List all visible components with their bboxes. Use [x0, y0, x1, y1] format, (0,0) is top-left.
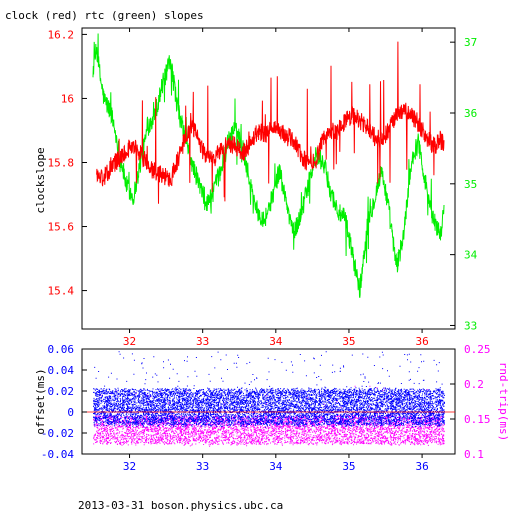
bottom-axes-layer: 32 33 34 35 36 -0.04 -0.02 0 0.02 0.04 0.06 0.1 0.15…: [41, 343, 491, 473]
offset-tick-label: -0.02: [41, 427, 74, 440]
rnd-trip-tick-label: 0.2: [464, 378, 484, 391]
top-x-tick-label: 33: [196, 335, 209, 348]
rtc-tick-label: 34: [464, 249, 478, 262]
clockslope-tick-label: 15.8: [48, 156, 75, 169]
offset-tick-label: 0.06: [48, 343, 75, 356]
top-y-axis-label: clockslope: [34, 147, 47, 213]
top-series-layer: [92, 33, 445, 298]
rtc-tick-label: 33: [464, 319, 477, 332]
bottom-x-tick-label: 33: [196, 460, 209, 473]
chart-title: clock (red) rtc (green) slopes: [5, 9, 204, 22]
bottom-chart: 32 33 34 35 36 -0.04 -0.02 0 0.02 0.04 0.06 0.1 0.15…: [34, 343, 510, 473]
offset-tick-label: 0.04: [48, 364, 75, 377]
top-chart: 32 33 34 35 36 15.4 15.6 15.8 16 16.2 33 34 35 36 37 c…: [34, 27, 478, 348]
offset-tick-label: -0.04: [41, 448, 74, 461]
bottom-series-layer: [82, 351, 455, 447]
rnd-trip-points: [93, 385, 445, 447]
clockslope-tick-label: 15.6: [48, 221, 75, 234]
offset-points: [93, 351, 445, 428]
top-x-tick-label: 36: [415, 335, 428, 348]
top-x-tick-label: 35: [342, 335, 355, 348]
bottom-x-tick-label: 34: [269, 460, 283, 473]
clockslope-tick-label: 15.4: [48, 285, 75, 298]
rnd-trip-tick-label: 0.1: [464, 448, 484, 461]
bottom-x-tick-label: 32: [123, 460, 136, 473]
top-x-tick-label: 34: [269, 335, 283, 348]
rnd-trip-tick-label: 0.15: [464, 413, 491, 426]
bottom-x-tick-label: 36: [415, 460, 428, 473]
rtc-tick-label: 37: [464, 36, 477, 49]
clock-series-line: [96, 41, 445, 204]
clockslope-tick-label: 16: [61, 92, 74, 105]
top-axes-layer: 32 33 34 35 36 15.4 15.6 15.8 16 16.2 33 34 35 36 37: [48, 28, 478, 348]
top-plot-frame: [81, 27, 456, 330]
rnd-trip-tick-label: 0.25: [464, 343, 491, 356]
top-x-tick-label: 32: [123, 335, 136, 348]
rnd-trip-axis-label: rnd-trip(ms): [497, 362, 510, 441]
rtc-tick-label: 35: [464, 178, 477, 191]
rtc-series-line: [92, 33, 445, 298]
offset-axis-label: offset(ms): [34, 368, 47, 434]
offset-tick-label: 0.02: [48, 385, 75, 398]
bottom-x-tick-label: 35: [342, 460, 355, 473]
bottom-plot-frame: [81, 348, 456, 455]
footer-date-host: 2013-03-31 boson.physics.ubc.ca: [78, 499, 283, 512]
clockslope-tick-label: 16.2: [48, 28, 75, 41]
rtc-tick-label: 36: [464, 107, 477, 120]
offset-tick-label: 0: [67, 406, 74, 419]
